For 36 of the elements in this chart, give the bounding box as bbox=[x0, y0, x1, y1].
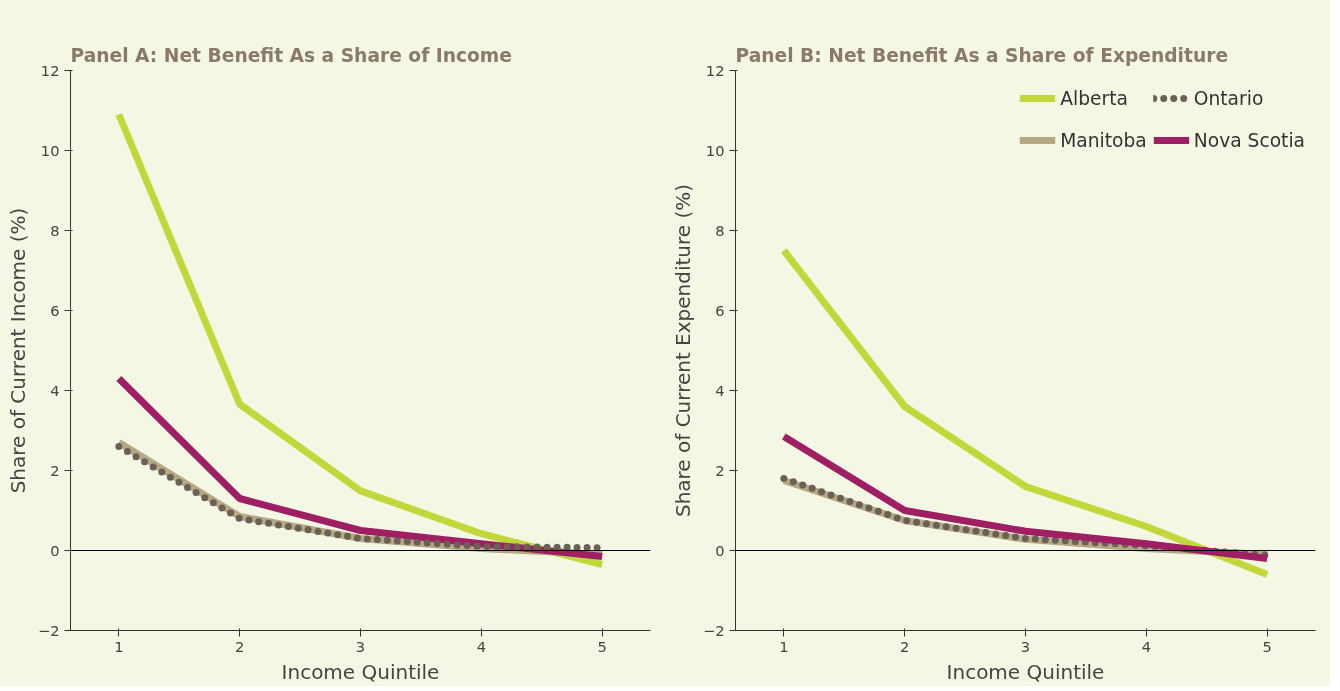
y-tick-label: 8 bbox=[50, 221, 60, 239]
chart-title: Panel B: Net Benefit As a Share of Expenditure bbox=[735, 44, 1229, 66]
y-tick-label: 2 bbox=[715, 461, 725, 479]
x-tick-label: 1 bbox=[114, 637, 124, 655]
y-tick-label: 6 bbox=[50, 301, 60, 319]
legend-label: Ontario bbox=[1193, 87, 1264, 109]
legend-label: Manitoba bbox=[1060, 129, 1147, 151]
x-tick-label: 4 bbox=[476, 637, 486, 655]
chart-title: Panel A: Net Benefit As a Share of Income bbox=[70, 44, 512, 66]
x-tick-label: 5 bbox=[1262, 637, 1272, 655]
y-tick-label: 12 bbox=[40, 61, 60, 79]
x-tick-label: 2 bbox=[235, 637, 245, 655]
y-tick-label: 10 bbox=[40, 141, 60, 159]
y-tick-label: 4 bbox=[715, 381, 725, 399]
y-tick-label: 6 bbox=[715, 301, 725, 319]
y-tick-label: 2 bbox=[50, 461, 60, 479]
y-tick-label: 12 bbox=[705, 61, 725, 79]
y-tick-label: 10 bbox=[705, 141, 725, 159]
x-tick-label: 3 bbox=[355, 637, 366, 655]
legend-label: Nova Scotia bbox=[1193, 129, 1305, 151]
y-tick-label: 0 bbox=[715, 541, 725, 559]
x-axis-title: Income Quintile bbox=[946, 659, 1105, 684]
y-axis-title: Share of Current Income (%) bbox=[5, 207, 30, 494]
y-tick-label: 0 bbox=[50, 541, 60, 559]
x-tick-label: 1 bbox=[779, 637, 789, 655]
x-tick-label: 3 bbox=[1020, 637, 1031, 655]
y-axis-title: Share of Current Expenditure (%) bbox=[670, 183, 695, 518]
x-tick-label: 4 bbox=[1141, 637, 1151, 655]
legend-label: Alberta bbox=[1060, 87, 1128, 109]
x-axis-title: Income Quintile bbox=[281, 659, 440, 684]
x-tick-label: 2 bbox=[900, 637, 910, 655]
y-tick-label: −2 bbox=[37, 621, 60, 639]
x-tick-label: 5 bbox=[597, 637, 607, 655]
y-tick-label: −2 bbox=[702, 621, 725, 639]
y-tick-label: 4 bbox=[50, 381, 60, 399]
y-tick-label: 8 bbox=[715, 221, 725, 239]
